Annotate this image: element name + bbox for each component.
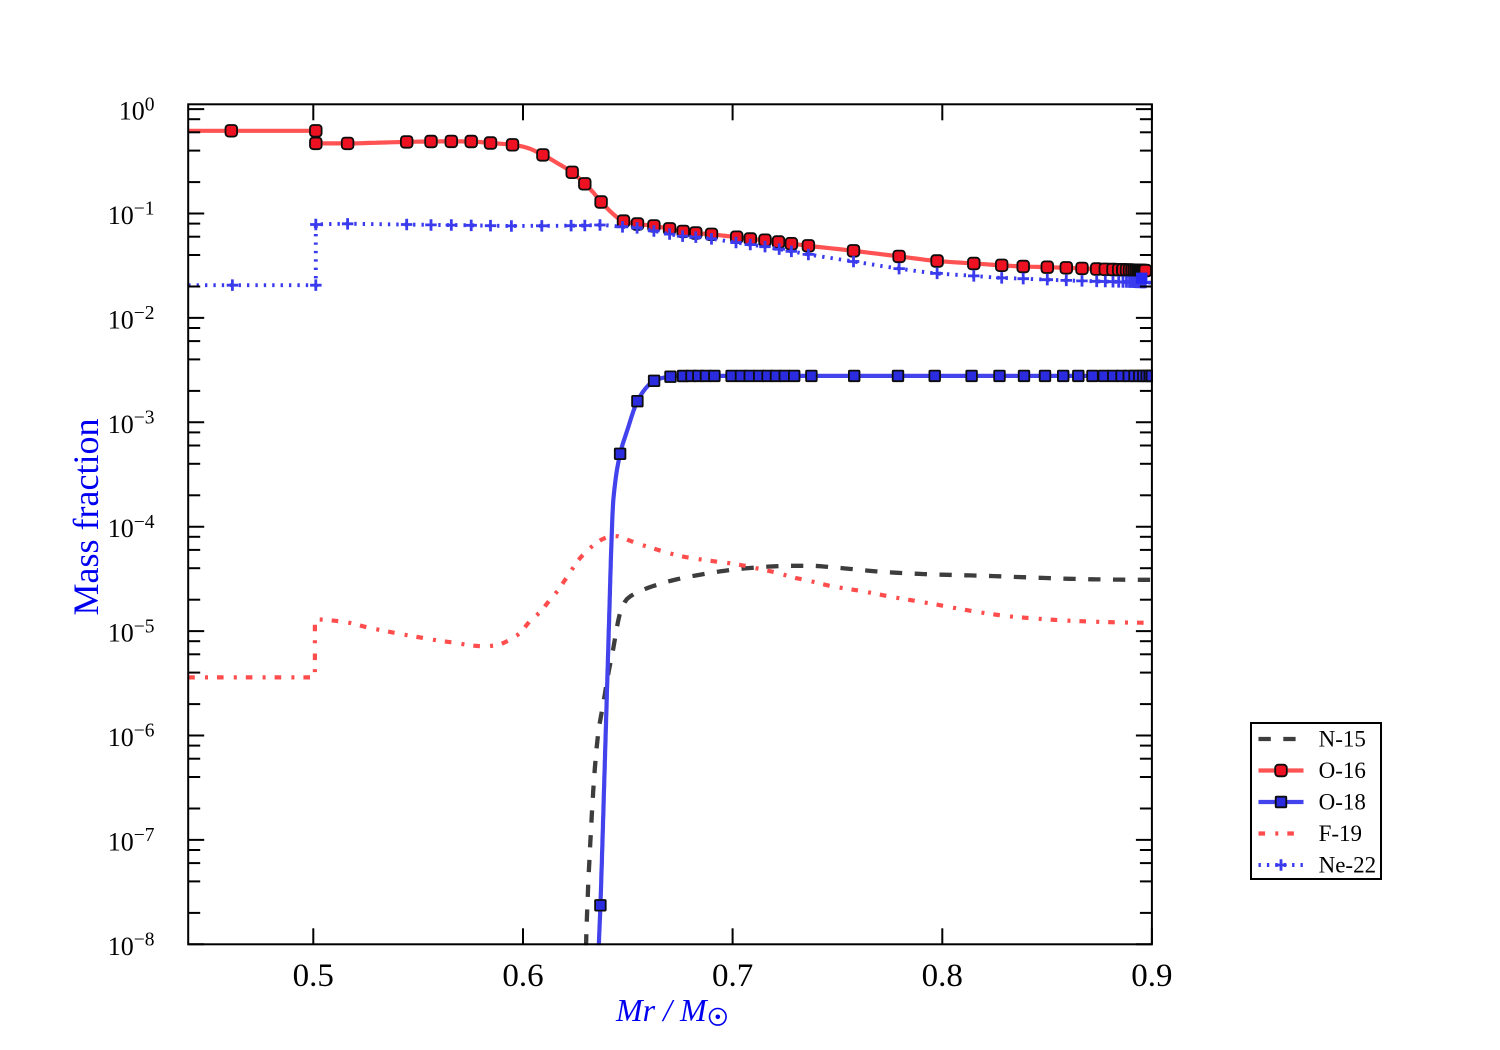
svg-text:Ne-22: Ne-22	[1319, 853, 1376, 878]
svg-text:0.6: 0.6	[502, 958, 543, 994]
svg-text:0.7: 0.7	[712, 958, 753, 994]
svg-text:O-16: O-16	[1319, 758, 1366, 783]
svg-text:0.8: 0.8	[922, 958, 963, 994]
svg-text:0.9: 0.9	[1131, 958, 1172, 994]
svg-text:Mr / M: Mr / M	[615, 992, 709, 1028]
svg-text:F-19: F-19	[1319, 821, 1362, 846]
svg-text:0.5: 0.5	[293, 958, 334, 994]
svg-text:N-15: N-15	[1319, 727, 1366, 752]
svg-text:10−5: 10−5	[108, 616, 155, 647]
svg-text:O-18: O-18	[1319, 790, 1366, 815]
svg-text:Mass fraction: Mass fraction	[66, 419, 106, 616]
